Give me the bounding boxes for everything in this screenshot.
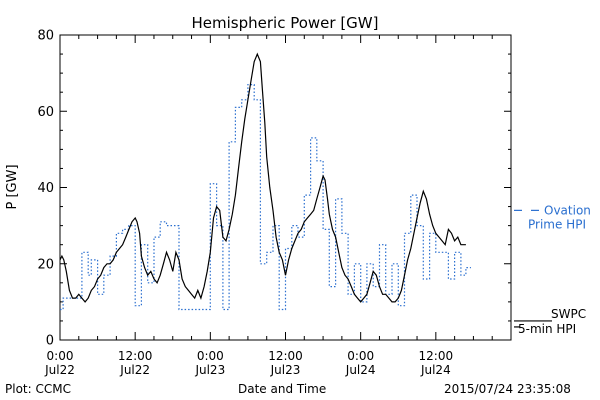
series-line-ovation-prime-hpi — [60, 84, 471, 311]
y-tick-label: 80 — [37, 29, 54, 44]
x-tick-date-label: Jul24 — [345, 363, 376, 377]
x-tick-date-label: Jul22 — [44, 363, 75, 377]
x-tick-date-label: Jul23 — [194, 363, 225, 377]
x-tick-time-label: 0:00 — [347, 349, 374, 363]
x-tick-date-label: Jul24 — [420, 363, 451, 377]
axes-layer: 0204060800:00Jul2212:00Jul220:00Jul2312:… — [37, 29, 512, 377]
x-tick-time-label: 0:00 — [197, 349, 224, 363]
y-tick-label: 40 — [37, 181, 54, 196]
x-tick-time-label: 0:00 — [47, 349, 74, 363]
x-tick-time-label: 12:00 — [419, 349, 454, 363]
x-tick-time-label: 12:00 — [268, 349, 303, 363]
x-tick-date-label: Jul23 — [270, 363, 301, 377]
y-tick-label: 60 — [37, 105, 54, 120]
legend-label-ovation-line1: Ovation — [544, 203, 591, 217]
series-layer — [59, 52, 471, 311]
chart-title: Hemispheric Power [GW] — [192, 14, 379, 32]
plot-credit: Plot: CCMC — [5, 382, 71, 396]
x-axis-label: Date and Time — [238, 382, 327, 396]
series-line-swpc-5min-hpi — [59, 52, 466, 303]
y-tick-label: 0 — [46, 334, 54, 349]
legend-label-ovation-line2: Prime HPI — [528, 217, 586, 231]
y-tick-label: 20 — [37, 257, 54, 272]
plot-timestamp: 2015/07/24 23:35:08 — [444, 382, 571, 396]
y-axis-label: P [GW] — [5, 164, 20, 209]
legend-label-swpc-line1: SWPC — [551, 307, 586, 321]
x-tick-time-label: 12:00 — [118, 349, 153, 363]
legend-label-swpc-line2: 5-min HPI — [518, 322, 576, 336]
x-tick-date-label: Jul22 — [119, 363, 150, 377]
